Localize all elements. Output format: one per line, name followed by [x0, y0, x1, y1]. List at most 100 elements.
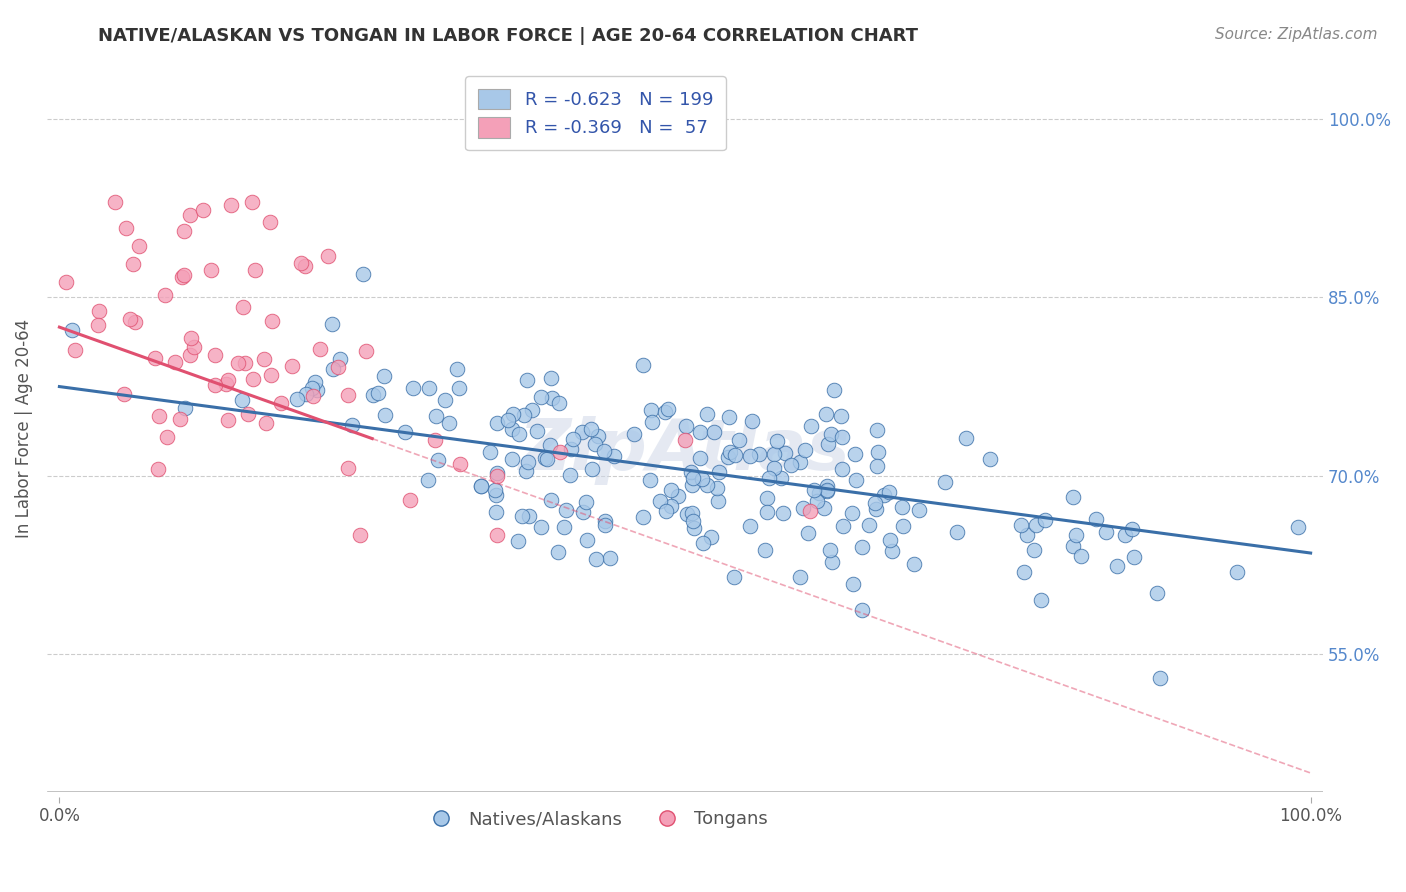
Point	[934, 475, 956, 489]
Point	[179, 208, 201, 222]
Point	[1107, 559, 1129, 574]
Point	[831, 430, 853, 444]
Point	[425, 409, 447, 424]
Point	[907, 502, 929, 516]
Point	[1025, 518, 1047, 533]
Point	[506, 534, 529, 549]
Point	[832, 518, 855, 533]
Point	[501, 451, 523, 466]
Point	[281, 359, 304, 374]
Point	[692, 535, 714, 549]
Point	[89, 304, 111, 318]
Point	[1114, 528, 1136, 542]
Point	[640, 403, 662, 417]
Point	[1123, 550, 1146, 565]
Point	[1226, 565, 1249, 579]
Point	[865, 502, 887, 516]
Point	[231, 393, 253, 408]
Point	[486, 466, 509, 480]
Point	[675, 507, 697, 521]
Point	[485, 505, 508, 519]
Point	[682, 471, 704, 485]
Point	[682, 515, 704, 529]
Point	[706, 481, 728, 495]
Point	[793, 442, 815, 457]
Point	[124, 315, 146, 329]
Point	[240, 195, 263, 210]
Point	[354, 344, 377, 359]
Point	[536, 451, 558, 466]
Point	[865, 496, 887, 510]
Point	[530, 390, 553, 404]
Point	[183, 340, 205, 354]
Point	[486, 468, 509, 483]
Point	[394, 425, 416, 439]
Point	[398, 492, 420, 507]
Point	[592, 444, 614, 458]
Point	[540, 392, 562, 406]
Point	[447, 381, 470, 395]
Text: Source: ZipAtlas.com: Source: ZipAtlas.com	[1215, 27, 1378, 42]
Point	[1024, 542, 1046, 557]
Point	[806, 494, 828, 508]
Point	[571, 425, 593, 439]
Point	[579, 422, 602, 436]
Point	[520, 402, 543, 417]
Point	[349, 528, 371, 542]
Point	[851, 540, 873, 554]
Point	[586, 429, 609, 443]
Point	[1149, 671, 1171, 685]
Point	[789, 455, 811, 469]
Point	[561, 432, 583, 446]
Point	[820, 556, 842, 570]
Point	[717, 450, 740, 465]
Point	[548, 395, 571, 409]
Point	[547, 545, 569, 559]
Point	[696, 408, 718, 422]
Point	[128, 239, 150, 253]
Point	[799, 504, 821, 518]
Point	[754, 542, 776, 557]
Point	[792, 501, 814, 516]
Point	[724, 448, 747, 462]
Point	[723, 570, 745, 584]
Point	[858, 517, 880, 532]
Point	[654, 405, 676, 419]
Point	[1064, 527, 1087, 541]
Point	[336, 387, 359, 401]
Point	[63, 343, 86, 357]
Point	[262, 313, 284, 327]
Point	[585, 436, 607, 450]
Point	[374, 408, 396, 422]
Point	[294, 259, 316, 273]
Point	[815, 483, 838, 498]
Point	[681, 506, 703, 520]
Point	[122, 257, 145, 271]
Point	[741, 414, 763, 428]
Point	[689, 425, 711, 440]
Point	[572, 506, 595, 520]
Point	[329, 352, 352, 367]
Point	[1286, 520, 1309, 534]
Point	[844, 447, 866, 461]
Point	[418, 381, 440, 395]
Text: NATIVE/ALASKAN VS TONGAN IN LABOR FORCE | AGE 20-64 CORRELATION CHART: NATIVE/ALASKAN VS TONGAN IN LABOR FORCE …	[98, 27, 918, 45]
Point	[217, 413, 239, 427]
Point	[235, 356, 257, 370]
Point	[486, 528, 509, 542]
Point	[593, 518, 616, 533]
Point	[696, 478, 718, 492]
Point	[204, 378, 226, 392]
Point	[700, 530, 723, 544]
Point	[740, 450, 762, 464]
Point	[308, 343, 330, 357]
Point	[868, 445, 890, 459]
Point	[640, 415, 662, 429]
Point	[242, 372, 264, 386]
Point	[955, 430, 977, 444]
Point	[402, 381, 425, 395]
Point	[756, 505, 779, 519]
Point	[163, 355, 186, 369]
Point	[841, 576, 863, 591]
Point	[1085, 511, 1108, 525]
